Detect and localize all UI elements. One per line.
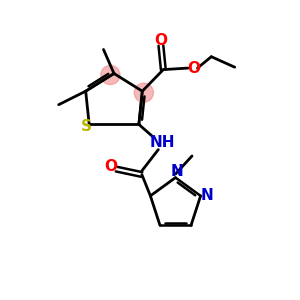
Circle shape [134,83,153,102]
Text: N: N [201,188,214,203]
Circle shape [101,65,120,85]
Text: S: S [81,119,92,134]
Text: NH: NH [150,136,176,151]
Text: O: O [104,159,117,174]
Text: O: O [187,61,200,76]
Text: N: N [171,164,183,179]
Text: O: O [154,33,167,48]
